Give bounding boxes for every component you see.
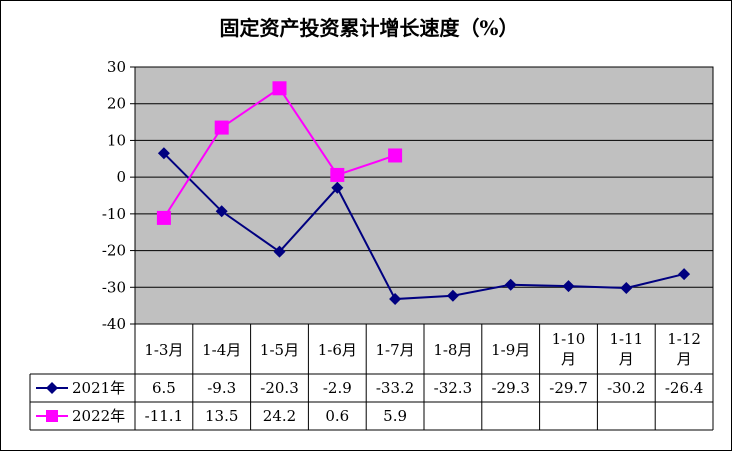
data-table-value: -20.3 [260,379,298,397]
data-table-value: -30.2 [607,379,645,397]
x-tick-label: 1-8月 [433,341,472,359]
legend-label: 2022年 [72,407,125,425]
data-point [331,181,344,194]
plot-area-group: 30 20 10 0 -10 -20 -30 -40 [102,58,714,333]
x-tick-label: 1-11 [609,330,643,348]
x-tick-label: 1-10 [552,330,586,348]
y-tick-label: -30 [102,278,126,296]
data-point [389,293,402,306]
data-point [157,147,170,160]
data-table-value: 5.9 [383,407,407,425]
data-table-value: 0.6 [325,407,349,425]
data-table-value: -26.4 [665,379,703,397]
data-point [330,167,345,182]
x-tick-label: 1-7月 [376,341,415,359]
data-point [678,268,691,281]
y-tick-label: 30 [107,58,126,76]
x-tick-label: 1-4月 [202,341,241,359]
data-point [388,148,403,163]
data-table-value: -29.3 [491,379,529,397]
x-tick-label: 1-6月 [318,341,357,359]
x-tick-label: 1-3月 [144,341,183,359]
y-tick-label: 10 [107,131,126,149]
data-table-value: 13.5 [205,407,238,425]
data-point [215,205,228,218]
x-tick-label: 月 [677,350,692,368]
data-point [272,81,287,96]
series-group [156,81,691,306]
data-point [446,289,459,302]
data-point [504,278,517,291]
chart-title: 固定资产投资累计增长速度（%） [219,16,518,40]
x-tick-label: 1-12 [667,330,701,348]
data-table-value: -11.1 [145,407,183,425]
plot-area [135,67,713,324]
data-table-value: 6.5 [152,379,176,397]
data-point [620,282,633,295]
x-tick-label: 月 [561,350,576,368]
series-2 [156,81,403,225]
data-table: 1-3月 1-4月 1-5月 1-6月 1-7月 1-8月 1-9月 1-10 月 1-11 月 1-… [29,324,714,431]
series-1 [157,147,691,306]
data-table-value: -33.2 [376,379,414,397]
x-tick-label: 1-5月 [260,341,299,359]
legend-label: 2021年 [72,379,125,397]
y-tick-label: -20 [102,242,126,260]
y-tick-label: 20 [107,95,126,113]
data-table-value: -9.3 [207,379,236,397]
data-table-value: 24.2 [263,407,296,425]
series-line [163,152,685,301]
data-table-value: -2.9 [323,379,352,397]
x-tick-label: 1-9月 [491,341,530,359]
data-table-value: -29.7 [549,379,587,397]
data-point [214,120,229,135]
data-point [562,280,575,293]
y-tick-label: -40 [102,315,126,333]
data-table-value: -32.3 [434,379,472,397]
legend-marker [46,382,58,394]
legend-marker [46,410,58,422]
y-tick-label: 0 [116,168,126,186]
data-point [156,210,171,225]
data-point [273,245,286,258]
x-tick-label: 月 [619,350,634,368]
y-tick-label: -10 [102,205,126,223]
